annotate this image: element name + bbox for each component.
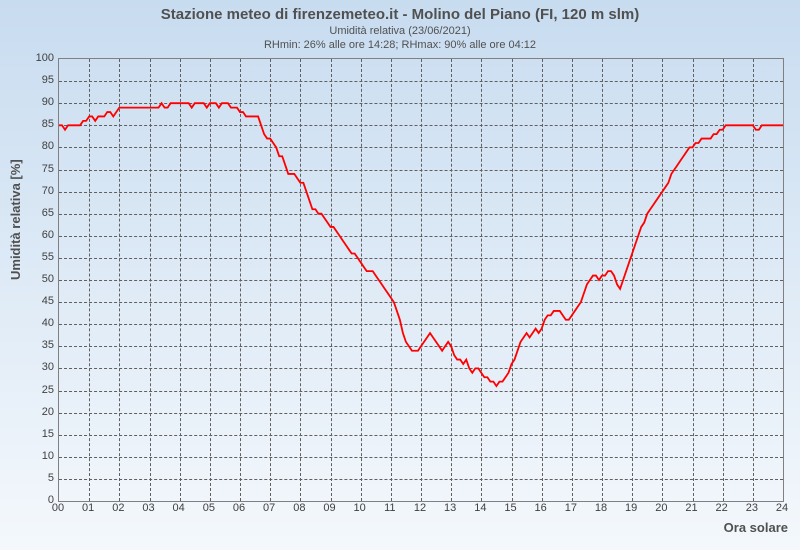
x-tick-label: 22 xyxy=(716,502,728,514)
y-tick-label: 40 xyxy=(42,317,54,329)
y-tick-label: 15 xyxy=(42,428,54,440)
x-tick-label: 20 xyxy=(655,502,667,514)
humidity-series xyxy=(59,103,783,386)
y-tick-label: 85 xyxy=(42,118,54,130)
y-tick-label: 65 xyxy=(42,207,54,219)
x-tick-label: 09 xyxy=(323,502,335,514)
y-tick-label: 10 xyxy=(42,450,54,462)
plot-area xyxy=(58,58,784,502)
x-tick-label: 12 xyxy=(414,502,426,514)
y-tick-label: 100 xyxy=(36,52,54,64)
x-tick-label: 24 xyxy=(776,502,788,514)
y-tick-label: 75 xyxy=(42,163,54,175)
x-tick-label: 23 xyxy=(746,502,758,514)
y-tick-label: 45 xyxy=(42,295,54,307)
chart-subtitle-2: RHmin: 26% alle ore 14:28; RHmax: 90% al… xyxy=(0,39,800,51)
humidity-chart: Stazione meteo di firenzemeteo.it - Moli… xyxy=(0,0,800,550)
y-tick-label: 5 xyxy=(48,472,54,484)
y-tick-label: 20 xyxy=(42,406,54,418)
x-tick-label: 11 xyxy=(384,502,395,514)
x-tick-label: 14 xyxy=(474,502,486,514)
x-tick-label: 16 xyxy=(535,502,547,514)
x-tick-label: 19 xyxy=(625,502,637,514)
y-tick-label: 95 xyxy=(42,74,54,86)
y-tick-label: 25 xyxy=(42,384,54,396)
y-tick-label: 80 xyxy=(42,140,54,152)
y-tick-label: 30 xyxy=(42,361,54,373)
x-tick-label: 03 xyxy=(142,502,154,514)
x-tick-label: 01 xyxy=(82,502,94,514)
y-tick-label: 55 xyxy=(42,251,54,263)
x-tick-label: 06 xyxy=(233,502,245,514)
x-axis-label: Ora solare xyxy=(724,520,788,535)
x-tick-label: 00 xyxy=(52,502,64,514)
x-tick-label: 05 xyxy=(203,502,215,514)
data-line-svg xyxy=(59,59,783,501)
x-tick-label: 13 xyxy=(444,502,456,514)
x-tick-label: 21 xyxy=(685,502,697,514)
y-tick-label: 90 xyxy=(42,96,54,108)
x-tick-label: 18 xyxy=(595,502,607,514)
x-tick-label: 17 xyxy=(565,502,577,514)
y-tick-label: 70 xyxy=(42,185,54,197)
x-tick-label: 07 xyxy=(263,502,275,514)
chart-title: Stazione meteo di firenzemeteo.it - Moli… xyxy=(0,0,800,23)
y-tick-label: 60 xyxy=(42,229,54,241)
x-tick-label: 10 xyxy=(354,502,366,514)
y-tick-label: 35 xyxy=(42,339,54,351)
x-tick-label: 08 xyxy=(293,502,305,514)
y-tick-label: 50 xyxy=(42,273,54,285)
x-tick-label: 15 xyxy=(504,502,516,514)
chart-subtitle-1: Umidità relativa (23/06/2021) xyxy=(0,25,800,37)
x-tick-label: 02 xyxy=(112,502,124,514)
y-axis-label: Umidità relativa [%] xyxy=(8,159,23,280)
x-tick-label: 04 xyxy=(173,502,185,514)
